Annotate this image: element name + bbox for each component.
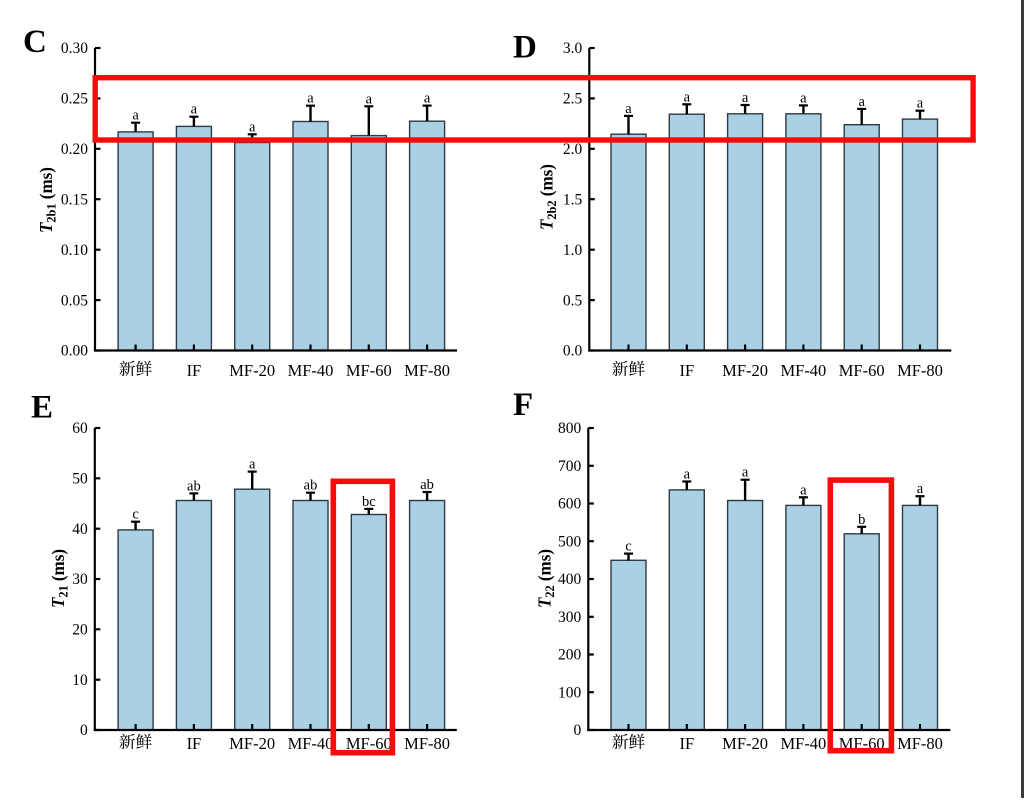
svg-text:30: 30 <box>72 571 88 588</box>
svg-text:100: 100 <box>558 685 582 702</box>
svg-text:ab: ab <box>304 478 318 494</box>
svg-text:MF-60: MF-60 <box>346 734 392 753</box>
svg-text:300: 300 <box>558 609 582 626</box>
svg-text:T2b2 (ms): T2b2 (ms) <box>537 164 560 230</box>
svg-text:ab: ab <box>187 478 201 494</box>
svg-text:a: a <box>858 94 865 110</box>
svg-text:C: C <box>23 24 47 60</box>
svg-text:a: a <box>917 96 924 112</box>
svg-text:MF-20: MF-20 <box>722 361 768 380</box>
svg-text:400: 400 <box>558 571 582 588</box>
svg-text:a: a <box>249 457 256 473</box>
svg-text:MF-80: MF-80 <box>404 361 450 380</box>
svg-text:MF-60: MF-60 <box>839 361 885 380</box>
svg-text:60: 60 <box>72 420 88 437</box>
svg-text:IF: IF <box>187 361 202 380</box>
svg-text:c: c <box>625 539 631 555</box>
svg-text:MF-80: MF-80 <box>897 361 943 380</box>
svg-text:D: D <box>513 30 537 66</box>
svg-text:IF: IF <box>679 734 694 753</box>
svg-text:20: 20 <box>72 622 88 639</box>
svg-text:a: a <box>366 91 373 107</box>
svg-text:1.0: 1.0 <box>563 242 583 259</box>
svg-text:a: a <box>917 481 924 497</box>
svg-text:a: a <box>684 89 691 105</box>
svg-text:700: 700 <box>558 458 582 475</box>
svg-text:MF-80: MF-80 <box>404 734 450 753</box>
svg-text:IF: IF <box>679 361 694 380</box>
svg-text:50: 50 <box>72 471 88 488</box>
svg-text:200: 200 <box>558 647 582 664</box>
svg-text:MF-80: MF-80 <box>897 734 943 753</box>
svg-text:F: F <box>513 387 533 423</box>
svg-text:500: 500 <box>558 534 582 551</box>
svg-text:IF: IF <box>187 734 202 753</box>
svg-text:a: a <box>800 482 807 498</box>
svg-text:ab: ab <box>420 477 434 493</box>
svg-text:0.30: 0.30 <box>61 40 88 57</box>
svg-text:T21 (ms): T21 (ms) <box>48 549 71 608</box>
svg-text:MF-40: MF-40 <box>780 361 826 380</box>
svg-text:0: 0 <box>574 722 582 739</box>
svg-text:2.0: 2.0 <box>563 141 583 158</box>
svg-text:a: a <box>684 467 691 483</box>
svg-text:T22 (ms): T22 (ms) <box>535 549 558 608</box>
svg-text:a: a <box>424 91 431 107</box>
svg-text:0.5: 0.5 <box>563 292 583 309</box>
svg-text:c: c <box>132 507 138 523</box>
svg-text:MF-20: MF-20 <box>722 734 768 753</box>
svg-text:E: E <box>31 390 53 426</box>
svg-text:a: a <box>191 102 198 118</box>
svg-text:0.10: 0.10 <box>61 242 88 259</box>
svg-text:a: a <box>800 90 807 106</box>
svg-text:40: 40 <box>72 521 88 538</box>
svg-text:0.20: 0.20 <box>61 141 88 158</box>
svg-text:MF-40: MF-40 <box>780 734 826 753</box>
svg-text:800: 800 <box>558 420 582 437</box>
svg-text:b: b <box>858 512 865 528</box>
svg-text:bc: bc <box>362 494 376 510</box>
svg-text:0.05: 0.05 <box>61 292 88 309</box>
svg-text:1.5: 1.5 <box>563 191 583 208</box>
svg-text:600: 600 <box>558 496 582 513</box>
svg-text:a: a <box>742 90 749 106</box>
svg-text:a: a <box>625 101 632 117</box>
svg-text:0.00: 0.00 <box>61 343 88 360</box>
svg-text:10: 10 <box>72 672 88 689</box>
svg-text:0.0: 0.0 <box>563 343 583 360</box>
svg-text:0: 0 <box>80 722 88 739</box>
svg-text:a: a <box>249 119 256 135</box>
svg-text:a: a <box>742 465 749 481</box>
svg-text:MF-20: MF-20 <box>229 361 275 380</box>
svg-text:MF-60: MF-60 <box>346 361 392 380</box>
svg-text:T2b1 (ms): T2b1 (ms) <box>36 167 59 233</box>
svg-text:0.25: 0.25 <box>61 91 88 108</box>
svg-text:0.15: 0.15 <box>61 191 88 208</box>
svg-text:MF-40: MF-40 <box>288 734 334 753</box>
svg-text:2.5: 2.5 <box>563 91 583 108</box>
svg-text:3.0: 3.0 <box>563 40 583 57</box>
svg-text:MF-20: MF-20 <box>229 734 275 753</box>
svg-text:MF-40: MF-40 <box>288 361 334 380</box>
svg-text:a: a <box>307 91 314 107</box>
svg-text:a: a <box>132 108 139 124</box>
